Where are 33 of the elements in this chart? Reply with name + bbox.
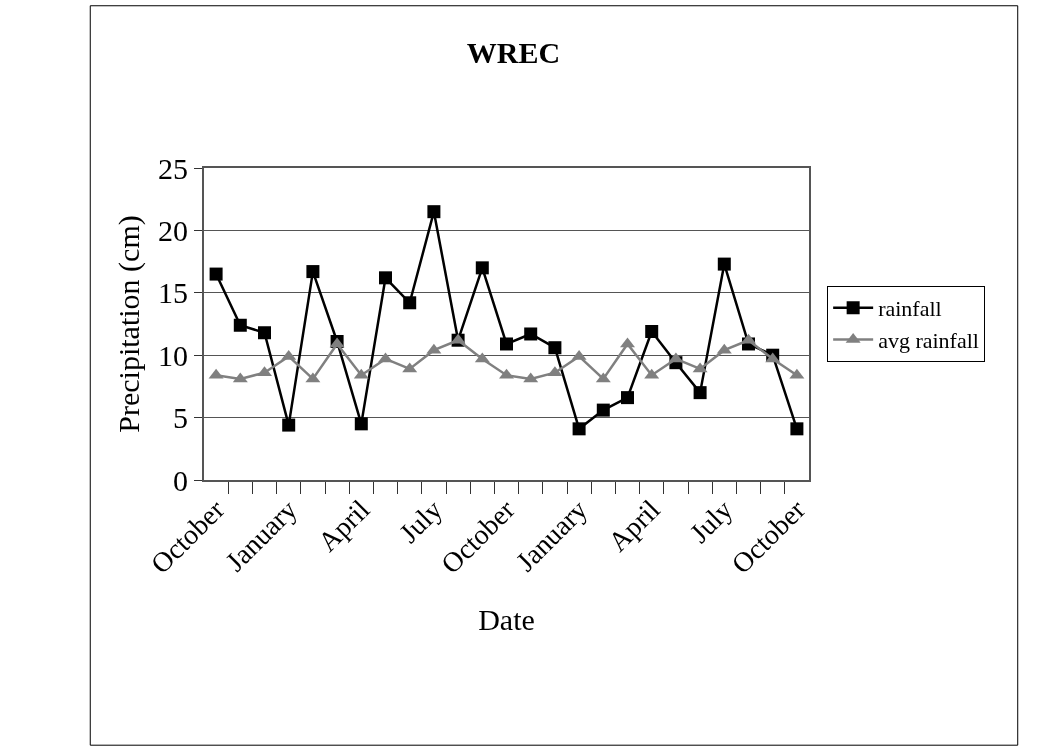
y-tick-label: 20 <box>158 213 188 247</box>
y-tick-label: 15 <box>158 276 188 310</box>
point <box>645 324 659 338</box>
point <box>233 318 247 332</box>
point <box>209 267 223 281</box>
point <box>621 391 634 405</box>
point <box>427 205 441 219</box>
point <box>693 386 707 400</box>
point <box>475 261 489 275</box>
point <box>282 418 296 432</box>
x-axis-title: Date <box>478 602 535 636</box>
point <box>403 296 417 310</box>
y-axis-title: Precipitation (cm) <box>111 215 146 433</box>
point <box>379 271 392 285</box>
y-tick-label: 5 <box>173 401 188 435</box>
x-tick-label: July <box>683 493 739 549</box>
point <box>548 341 562 355</box>
point <box>790 422 804 436</box>
y-tick-label: 25 <box>158 151 188 185</box>
point <box>524 327 538 341</box>
point <box>572 422 586 436</box>
point <box>596 403 610 417</box>
point <box>306 265 320 279</box>
chart-title: WREC <box>466 35 561 69</box>
legend-label: avg rainfall <box>878 327 979 353</box>
point <box>258 326 271 340</box>
legend-label: rainfall <box>878 296 942 322</box>
y-tick-label: 10 <box>158 338 188 372</box>
point <box>717 257 731 271</box>
y-tick-label: 0 <box>173 463 188 497</box>
point <box>354 417 368 431</box>
x-tick-label: July <box>393 493 449 549</box>
point <box>500 337 513 351</box>
